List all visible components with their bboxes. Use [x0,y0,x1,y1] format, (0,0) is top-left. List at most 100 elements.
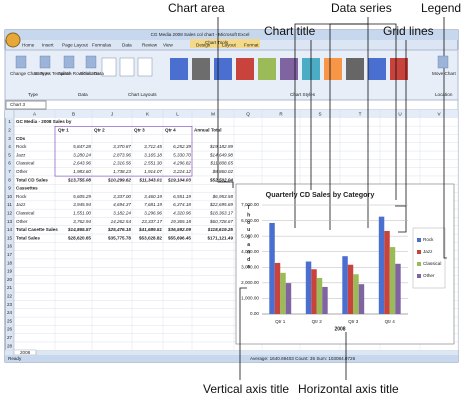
cell: 3,296.96 [144,211,162,216]
ribbon-tab[interactable]: Home [22,43,35,48]
y-tick-label: 1,000.00 [241,296,259,301]
y-tick-label: 7,000.00 [241,202,259,207]
cell: 5,847.28 [73,144,91,149]
bar [389,247,396,314]
ribbon-tab[interactable]: Insert [42,43,54,48]
callout: Horizontal axis title [298,382,399,396]
ribbon-tab[interactable]: View [163,43,174,48]
cell: $14,649.98 [209,152,233,157]
ribbon-button-icon[interactable] [63,55,75,69]
cell: $6,953.58 [212,194,234,199]
cell: 19,365.18 [171,219,192,224]
office-button[interactable] [5,32,21,48]
ribbon-group: Location [435,92,453,97]
bar [316,277,323,314]
cell: 1,983.60 [73,169,91,174]
ribbon-tab[interactable]: Page Layout [62,43,89,48]
ribbon-button-icon[interactable] [437,55,449,69]
chart-layout-thumbnails[interactable] [101,57,153,77]
cell: Annual Total [194,128,221,133]
window-title: CG Media 2008 Sales col chart - Microsof… [151,32,250,37]
cell: 3,165.18 [144,152,162,157]
ribbon-tab[interactable]: Data [122,43,132,48]
sheet-tab-bar [5,350,458,355]
ribbon-button-icon[interactable] [15,55,27,69]
row-number: 6 [8,161,11,166]
bar [358,284,365,314]
selection-box [54,126,193,177]
row-number: 11 [7,202,12,207]
ribbon-tab[interactable]: Review [142,43,158,48]
context-tab: Chart Tools [205,40,229,45]
status-bar [5,355,458,362]
cell: $36,592.09 [167,227,191,232]
ribbon-button[interactable]: Change Chart Type [10,71,50,76]
cell: 3,370.87 [113,144,131,149]
cell: $14,865.57 [67,227,91,232]
ribbon-group: Type [28,92,38,97]
y-tick-label: 3,000.00 [241,265,259,270]
y-tick-label: 0.00 [250,311,259,316]
cell: 3,337.00 [113,194,131,199]
cell: 23,337.17 [141,219,163,224]
cell: 4,694.37 [113,202,131,207]
ribbon-tab[interactable]: Format [244,43,259,48]
cell: Total Sales [16,235,40,240]
cell: Qtr 4 [165,128,176,133]
ribbon-button[interactable]: Save As Template [34,71,71,76]
bar [311,269,317,314]
callout-lines [217,17,447,380]
row-number: 2 [8,128,11,133]
row-number: 13 [7,219,13,224]
row-number: 19 [7,269,13,274]
cell: 3,224.12 [173,169,191,174]
cell: Rock [16,144,27,149]
cell: $10,299.62 [107,177,131,182]
row-number: 25 [7,318,13,323]
name-box: Chart 3 [10,102,26,107]
y-tick-label: 6,000.00 [241,218,259,223]
column-header: A [33,112,37,117]
ribbon-button[interactable]: Move Chart [432,71,456,76]
row-number: 26 [7,327,13,332]
bar [285,283,292,314]
callout: Chart area [168,1,225,15]
ribbon-group: Data [78,92,88,97]
cell: $18,363.17 [209,211,233,216]
ribbon-tab[interactable]: Design [196,43,211,48]
cell: 3,182.24 [113,211,131,216]
context-tab-bg [190,39,260,48]
legend-label: Classical [423,261,441,266]
cell: 1,738.23 [113,169,131,174]
row-number: 16 [7,244,13,249]
legend-label: Other [423,273,435,278]
chart-style-thumbnails[interactable] [170,58,408,80]
cell: GC Media - 2008 Sales by [16,119,72,124]
cell: $19,104.03 [167,177,191,182]
row-number: 15 [7,235,13,240]
cell: 4,320.96 [173,211,191,216]
ribbon-tab[interactable]: Layout [222,43,237,48]
cell: 3,762.94 [73,219,91,224]
bar [305,261,312,314]
name-box-frame[interactable] [5,100,47,110]
callout: Grid lines [383,24,434,38]
row-number: 27 [7,335,13,340]
ribbon-button-icon[interactable] [39,55,51,69]
row-number: 3 [8,136,11,141]
ribbon-button[interactable]: Select Data [80,71,104,76]
cell: $171,121.49 [207,235,233,240]
ribbon-group: Chart Layouts [128,92,157,97]
row-number: 18 [7,260,13,265]
bar [342,256,348,314]
ribbon-button-icon[interactable] [85,55,97,69]
row-number: 12 [7,211,13,216]
cell: 14,262.54 [111,219,132,224]
cell: $60,728.67 [209,219,233,224]
bar [274,262,281,314]
x-tick-label: Qtr 1 [275,319,286,324]
ribbon-button[interactable]: Switch Row/Column [58,71,100,76]
ribbon-tab[interactable]: Formulas [92,43,112,48]
bar [395,263,401,314]
